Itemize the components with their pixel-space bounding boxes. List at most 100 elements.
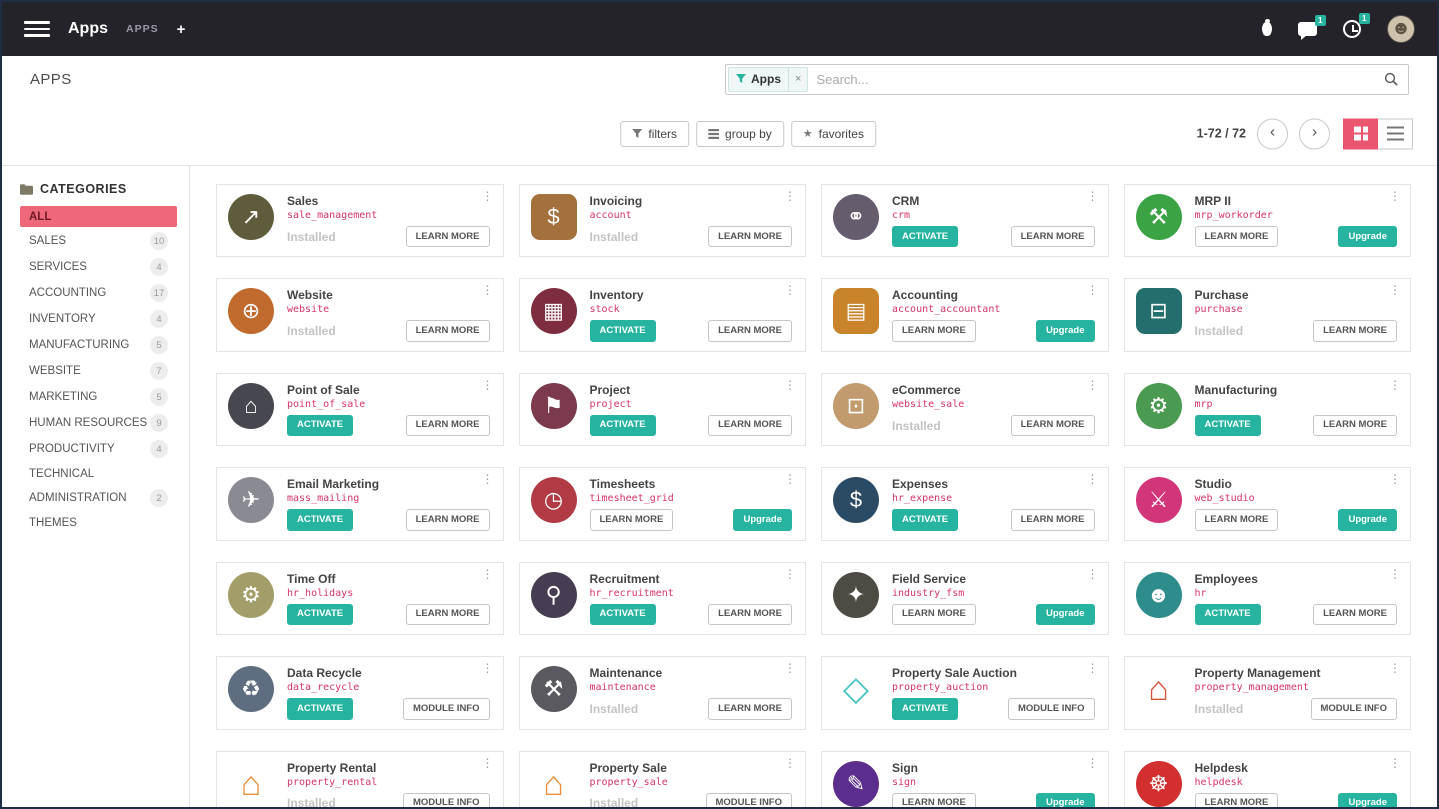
card-menu-icon[interactable]: ⋮ bbox=[1086, 377, 1099, 392]
card-menu-icon[interactable]: ⋮ bbox=[481, 661, 494, 676]
nav-plus-icon[interactable]: + bbox=[176, 20, 186, 38]
learn-more-button[interactable]: LEARN MORE bbox=[892, 792, 976, 807]
card-menu-icon[interactable]: ⋮ bbox=[784, 283, 796, 298]
card-menu-icon[interactable]: ⋮ bbox=[1086, 189, 1099, 203]
app-card-industry_fsm[interactable]: ⋮ ✦ Field Service industry_fsm LEARN MOR… bbox=[821, 561, 1109, 636]
sidebar-item-accounting[interactable]: ACCOUNTING 17 bbox=[20, 281, 177, 305]
app-card-hr_recruitment[interactable]: ⋮ ⚲ Recruitment hr_recruitment ACTIVATE L… bbox=[518, 561, 806, 636]
card-menu-icon[interactable]: ⋮ bbox=[481, 566, 494, 581]
group-by-button[interactable]: group by bbox=[696, 120, 784, 147]
card-menu-icon[interactable]: ⋮ bbox=[1389, 189, 1401, 203]
card-menu-icon[interactable]: ⋮ bbox=[1389, 566, 1401, 581]
learn-more-button[interactable]: LEARN MORE bbox=[589, 509, 674, 531]
app-card-account[interactable]: ⋮ $ Invoicing account Installed LEARN MOR… bbox=[518, 184, 806, 258]
learn-more-button[interactable]: LEARN MORE bbox=[1313, 320, 1397, 342]
app-card-hr_expense[interactable]: ⋮ $ Expenses hr_expense ACTIVATE LEARN MO… bbox=[821, 467, 1109, 541]
activate-button[interactable]: ACTIVATE bbox=[287, 509, 354, 531]
card-menu-icon[interactable]: ⋮ bbox=[784, 472, 796, 487]
card-menu-icon[interactable]: ⋮ bbox=[784, 189, 796, 203]
activity-clock-icon[interactable]: 1 bbox=[1343, 13, 1370, 38]
app-card-timesheet_grid[interactable]: ⋮ ◷ Timesheets timesheet_grid LEARN MORE… bbox=[518, 467, 806, 541]
app-card-sale_management[interactable]: ⋮ ↗ Sales sale_management Installed LEARN… bbox=[216, 184, 504, 258]
upgrade-button[interactable]: Upgrade bbox=[733, 509, 792, 531]
search-bar[interactable]: Apps × bbox=[725, 63, 1409, 95]
app-card-web_studio[interactable]: ⋮ ⚔ Studio web_studio LEARN MORE Upgrade bbox=[1123, 467, 1411, 541]
app-card-point_of_sale[interactable]: ⋮ ⌂ Point of Sale point_of_sale ACTIVATE… bbox=[216, 372, 504, 447]
module-info-button[interactable]: MODULE INFO bbox=[403, 698, 490, 720]
card-menu-icon[interactable]: ⋮ bbox=[481, 377, 494, 392]
app-menu-title[interactable]: Apps bbox=[68, 20, 108, 37]
card-menu-icon[interactable]: ⋮ bbox=[481, 283, 494, 298]
pager-previous-button[interactable]: ‹ bbox=[1257, 118, 1288, 149]
activate-button[interactable]: ACTIVATE bbox=[1194, 603, 1261, 626]
app-card-hr[interactable]: ⋮ ☻ Employees hr ACTIVATE LEARN MORE bbox=[1123, 561, 1411, 636]
sidebar-item-manufacturing[interactable]: MANUFACTURING 5 bbox=[20, 333, 177, 357]
app-card-hr_holidays[interactable]: ⋮ ⚙ Time Off hr_holidays ACTIVATE LEARN M… bbox=[216, 561, 504, 636]
activate-button[interactable]: ACTIVATE bbox=[892, 509, 959, 531]
learn-more-button[interactable]: LEARN MORE bbox=[708, 698, 792, 720]
app-card-stock[interactable]: ⋮ ▦ Inventory stock ACTIVATE LEARN MORE bbox=[518, 278, 806, 352]
module-info-button[interactable]: MODULE INFO bbox=[705, 792, 792, 807]
module-info-button[interactable]: MODULE INFO bbox=[1310, 698, 1397, 720]
upgrade-button[interactable]: Upgrade bbox=[1035, 792, 1095, 807]
app-card-property_auction[interactable]: ⋮ ◇ Property Sale Auction property_aucti… bbox=[821, 656, 1109, 730]
app-card-website[interactable]: ⋮ ⊕ Website website Installed LEARN MORE bbox=[216, 278, 504, 352]
card-menu-icon[interactable]: ⋮ bbox=[1389, 661, 1401, 676]
activate-button[interactable]: ACTIVATE bbox=[892, 226, 959, 248]
sidebar-item-themes[interactable]: THEMES bbox=[20, 512, 177, 533]
learn-more-button[interactable]: LEARN MORE bbox=[1010, 414, 1095, 437]
upgrade-button[interactable]: Upgrade bbox=[1035, 320, 1095, 342]
learn-more-button[interactable]: LEARN MORE bbox=[1194, 509, 1279, 531]
menu-toggle-icon[interactable] bbox=[24, 21, 50, 37]
search-input[interactable] bbox=[816, 71, 1376, 87]
card-menu-icon[interactable]: ⋮ bbox=[1086, 661, 1099, 676]
app-card-project[interactable]: ⋮ ⚑ Project project ACTIVATE LEARN MORE bbox=[518, 372, 806, 447]
activate-button[interactable]: ACTIVATE bbox=[287, 603, 354, 626]
card-menu-icon[interactable]: ⋮ bbox=[784, 755, 796, 770]
learn-more-button[interactable]: LEARN MORE bbox=[405, 414, 490, 437]
nav-apps-menu-item[interactable]: APPS bbox=[126, 23, 159, 35]
sidebar-item-all[interactable]: ALL bbox=[20, 206, 177, 227]
learn-more-button[interactable]: LEARN MORE bbox=[892, 320, 976, 342]
app-card-helpdesk[interactable]: ⋮ ☸ Helpdesk helpdesk LEARN MORE Upgrade bbox=[1123, 750, 1411, 807]
app-card-website_sale[interactable]: ⋮ ⊡ eCommerce website_sale Installed LEAR… bbox=[821, 372, 1109, 447]
learn-more-button[interactable]: LEARN MORE bbox=[892, 603, 976, 626]
sidebar-item-productivity[interactable]: PRODUCTIVITY 4 bbox=[20, 437, 177, 461]
app-card-property_rental[interactable]: ⋮ ⌂ Property Rental property_rental Inst… bbox=[216, 750, 504, 807]
activate-button[interactable]: ACTIVATE bbox=[287, 698, 354, 720]
card-menu-icon[interactable]: ⋮ bbox=[1086, 472, 1099, 487]
card-menu-icon[interactable]: ⋮ bbox=[784, 661, 796, 676]
upgrade-button[interactable]: Upgrade bbox=[1338, 792, 1397, 807]
sidebar-item-website[interactable]: WEBSITE 7 bbox=[20, 359, 177, 383]
activate-button[interactable]: ACTIVATE bbox=[892, 698, 959, 720]
card-menu-icon[interactable]: ⋮ bbox=[1389, 472, 1401, 487]
card-menu-icon[interactable]: ⋮ bbox=[784, 566, 796, 581]
sidebar-item-administration[interactable]: ADMINISTRATION 2 bbox=[20, 486, 177, 510]
learn-more-button[interactable]: LEARN MORE bbox=[405, 603, 490, 626]
user-avatar[interactable]: ☻ bbox=[1387, 15, 1415, 43]
activate-button[interactable]: ACTIVATE bbox=[589, 320, 656, 342]
card-menu-icon[interactable]: ⋮ bbox=[1086, 566, 1099, 581]
sidebar-item-marketing[interactable]: MARKETING 5 bbox=[20, 385, 177, 409]
module-info-button[interactable]: MODULE INFO bbox=[403, 792, 490, 807]
app-card-maintenance[interactable]: ⋮ ⚒ Maintenance maintenance Installed LEA… bbox=[518, 656, 806, 730]
learn-more-button[interactable]: LEARN MORE bbox=[1313, 414, 1397, 437]
app-card-mrp_workorder[interactable]: ⋮ ⚒ MRP II mrp_workorder LEARN MORE Upgra… bbox=[1123, 184, 1411, 258]
learn-more-button[interactable]: LEARN MORE bbox=[1010, 226, 1095, 248]
learn-more-button[interactable]: LEARN MORE bbox=[405, 320, 490, 342]
facet-remove-icon[interactable]: × bbox=[788, 67, 807, 91]
card-menu-icon[interactable]: ⋮ bbox=[481, 472, 494, 487]
bug-icon[interactable] bbox=[1262, 19, 1272, 36]
card-menu-icon[interactable]: ⋮ bbox=[481, 755, 494, 770]
learn-more-button[interactable]: LEARN MORE bbox=[1194, 792, 1279, 807]
sidebar-item-sales[interactable]: SALES 10 bbox=[20, 229, 177, 253]
activate-button[interactable]: ACTIVATE bbox=[1194, 414, 1261, 437]
card-menu-icon[interactable]: ⋮ bbox=[1389, 283, 1401, 298]
favorites-button[interactable]: ★ favorites bbox=[790, 120, 876, 147]
upgrade-button[interactable]: Upgrade bbox=[1338, 509, 1397, 531]
app-card-purchase[interactable]: ⋮ ⊟ Purchase purchase Installed LEARN MOR… bbox=[1123, 278, 1411, 352]
card-menu-icon[interactable]: ⋮ bbox=[1389, 755, 1401, 770]
app-card-mrp[interactable]: ⋮ ⚙ Manufacturing mrp ACTIVATE LEARN MORE bbox=[1123, 372, 1411, 447]
filters-button[interactable]: filters bbox=[620, 120, 690, 147]
activate-button[interactable]: ACTIVATE bbox=[287, 414, 354, 437]
